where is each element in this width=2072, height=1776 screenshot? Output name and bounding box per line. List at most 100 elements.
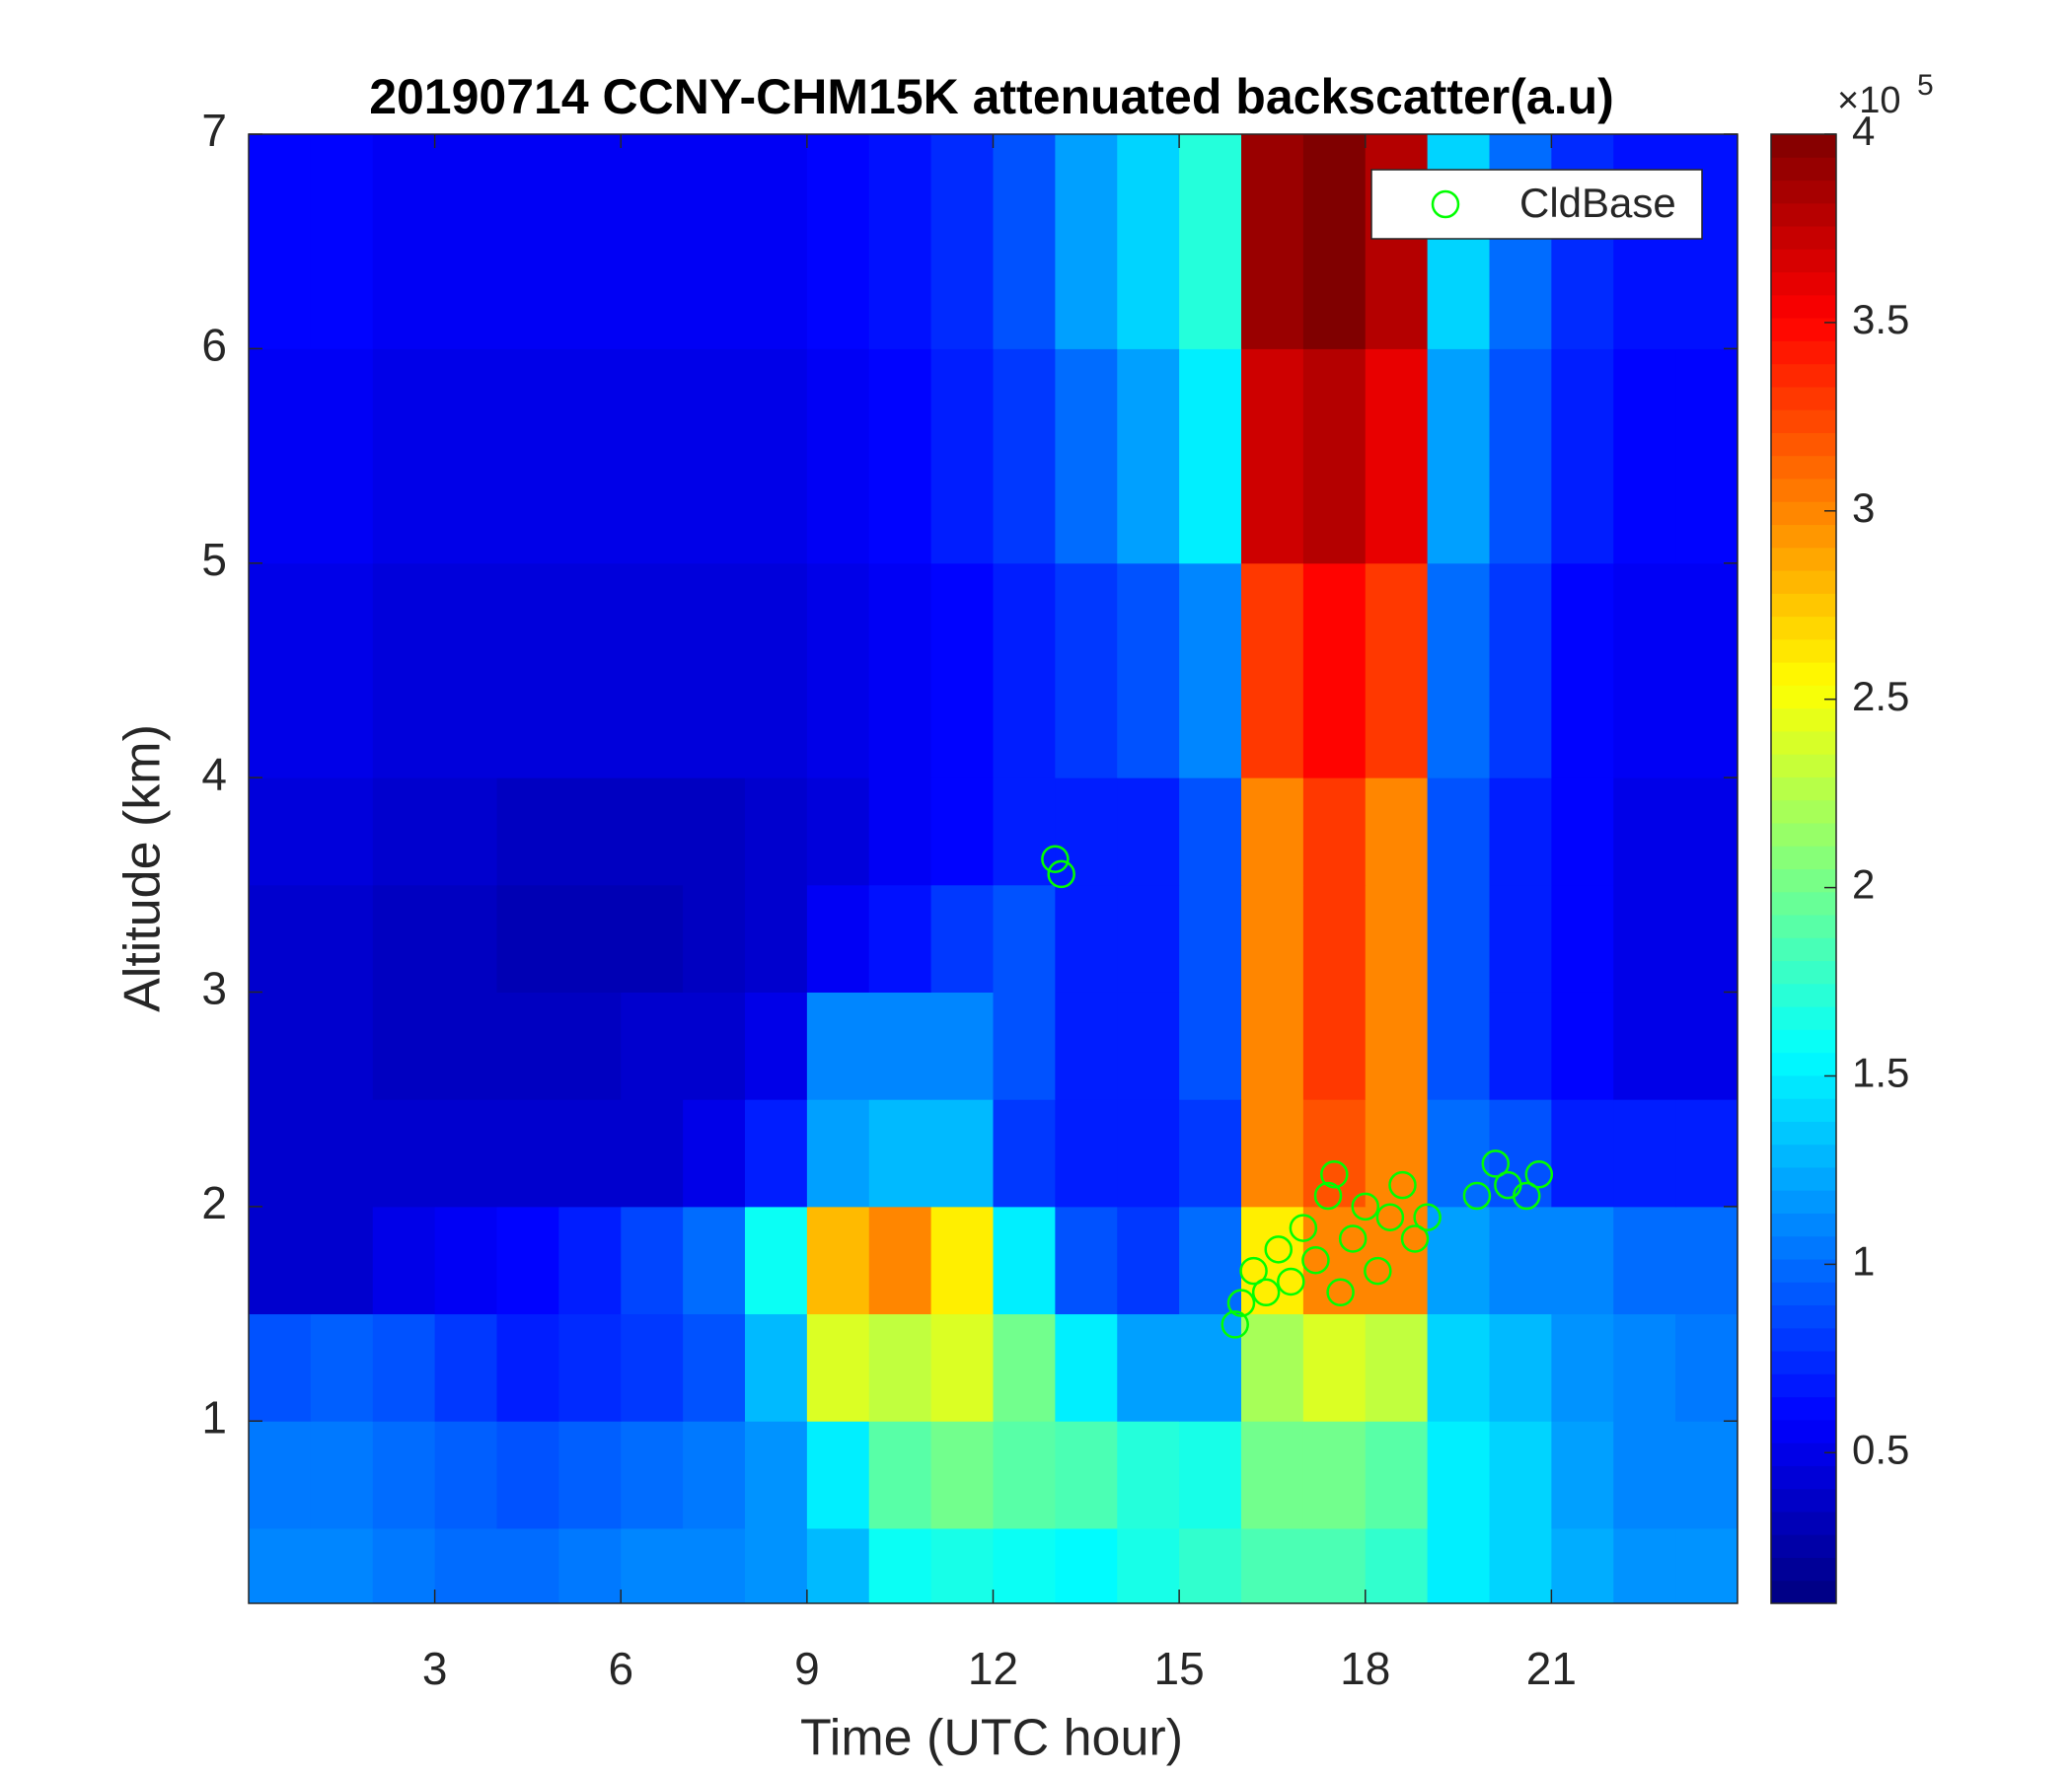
heatmap-cell [993,348,1056,564]
heatmap-cell [1302,1313,1367,1422]
heatmap-cell [1365,777,1429,886]
y-tick-label: 3 [201,963,227,1014]
heatmap-cell [372,1313,436,1422]
heatmap-cell [1117,1313,1180,1422]
heatmap-cell [496,777,559,886]
heatmap-cell [930,1099,994,1208]
cloud-base-point [1413,1203,1442,1231]
cloud-base-point [1313,1181,1343,1211]
heatmap-cell [621,562,684,778]
colorbar-band [1771,432,1836,457]
heatmap-cell [1551,134,1614,349]
heatmap-cell [1613,1099,1676,1208]
heatmap-cell [745,884,808,993]
colorbar-band [1771,180,1836,204]
heatmap-cell [1302,134,1367,349]
heatmap-cell [683,1421,746,1529]
y-tick-label: 5 [201,534,227,585]
x-tick-label: 3 [422,1643,448,1694]
heatmap-cell [621,1527,684,1604]
heatmap-cell [1489,992,1552,1100]
colorbar-band [1771,134,1836,158]
x-tick-label: 18 [1340,1643,1390,1694]
colorbar-band [1771,638,1836,663]
heatmap-cell [745,1206,808,1315]
colorbar-band [1771,386,1836,410]
heatmap-cell [372,1206,436,1315]
colorbar-band [1771,983,1836,1007]
heatmap-cell [1489,1421,1552,1529]
heatmap-cell [993,1099,1056,1208]
heatmap-cell [1179,1421,1242,1529]
heatmap-cell [1427,884,1490,993]
heatmap-cell [683,562,746,778]
heatmap-cell [621,348,684,564]
cloud-base-point [1239,1256,1268,1286]
heatmap-cell [1551,348,1614,564]
colorbar-tick-label: 3.5 [1852,296,1909,342]
heatmap-cell [1675,1099,1739,1208]
heatmap-cell [1613,134,1676,349]
heatmap-cell [745,348,808,564]
colorbar-band [1771,1557,1836,1582]
heatmap-cell [1241,1527,1304,1604]
heatmap-cell [621,1099,684,1208]
colorbar-band [1771,1235,1836,1260]
colorbar-band [1771,937,1836,962]
heatmap-cell [930,1313,994,1422]
heatmap-cell [683,992,746,1100]
heatmap-cell [745,134,808,349]
heatmap-cell [1551,1099,1614,1208]
colorbar-band [1771,501,1836,526]
colorbar-band [1771,1419,1836,1443]
heatmap-cell [930,1527,994,1604]
cloud-base-point [1264,1235,1293,1264]
heatmap-cell [868,992,932,1100]
heatmap-cell [745,1421,808,1529]
heatmap-cell [496,562,559,778]
colorbar-band [1771,226,1836,250]
heatmap-cell [1117,1421,1180,1529]
colorbar-band [1771,1488,1836,1513]
heatmap-cell [496,1527,559,1604]
heatmap-cell [1179,1206,1242,1315]
heatmap-cell [1302,1421,1367,1529]
y-tick-label: 1 [201,1391,227,1443]
colorbar-band [1771,662,1836,686]
heatmap-cell [745,1099,808,1208]
heatmap-cell [1675,777,1739,886]
colorbar-band [1771,616,1836,640]
heatmap-cell [1675,884,1739,993]
cloud-base-point [1462,1181,1492,1211]
colorbar-band [1771,685,1836,709]
heatmap-cell [1179,134,1242,349]
heatmap-cell [1302,884,1367,993]
heatmap-cell [496,1206,559,1315]
heatmap-cell [1675,134,1739,349]
x-tick-label: 12 [968,1643,1018,1694]
colorbar-band [1771,1213,1836,1237]
heatmap-cell [1365,1313,1429,1422]
heatmap-cell [806,1206,870,1315]
heatmap-cell [683,134,746,349]
heatmap-cell [683,1313,746,1422]
heatmap-cell [1241,562,1304,778]
heatmap-cell [558,1421,622,1529]
heatmap-cell [621,884,684,993]
heatmap-cell [372,992,436,1100]
colorbar-band [1771,1304,1836,1329]
x-tick-label: 9 [794,1643,820,1694]
heatmap-cell [249,134,312,349]
heatmap-cell [310,1313,374,1422]
cloud-base-point [1481,1149,1511,1178]
cloud-base-point [1326,1278,1355,1307]
heatmap-cell [806,348,870,564]
heatmap-cell [434,134,497,349]
heatmap-cell [496,1099,559,1208]
colorbar-band [1771,868,1836,893]
heatmap-cell [496,348,559,564]
heatmap-cell [683,1206,746,1315]
y-tick-label: 4 [201,748,227,799]
heatmap-cell [558,1206,622,1315]
colorbar-multiplier: ×10 [1837,80,1900,121]
